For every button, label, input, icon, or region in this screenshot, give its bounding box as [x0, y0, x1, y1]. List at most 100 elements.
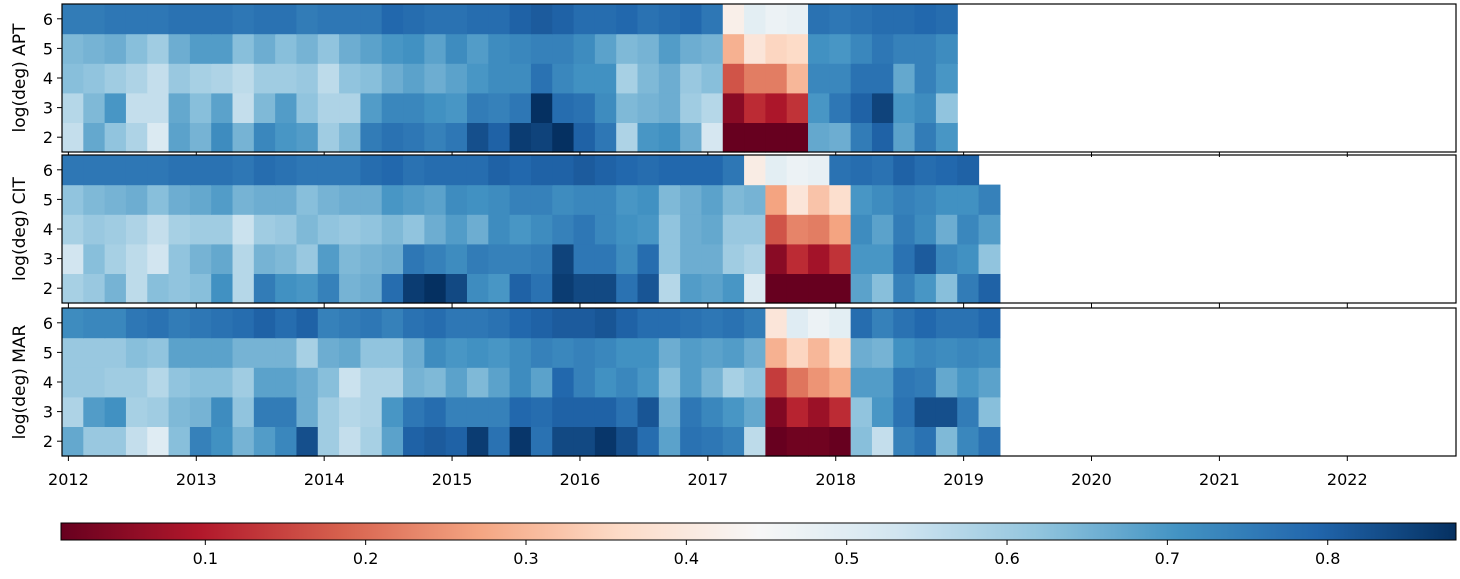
- colorbar-tick-label: 0.2: [353, 549, 378, 568]
- heatmap-cell: [466, 122, 489, 153]
- heatmap-cell: [829, 214, 852, 245]
- heatmap-cell: [189, 426, 212, 457]
- heatmap-cell: [786, 308, 809, 339]
- heatmap-cell: [935, 396, 958, 427]
- heatmap-cell: [253, 273, 276, 304]
- heatmap-cell: [253, 33, 276, 64]
- heatmap-cell: [850, 155, 873, 186]
- heatmap-cell: [381, 243, 404, 274]
- heatmap-cell: [893, 396, 916, 427]
- heatmap-cell: [317, 337, 340, 368]
- heatmap-cell: [893, 214, 916, 245]
- heatmap-cell: [147, 243, 170, 274]
- y-axis-labels: log(deg) APT log(deg) CIT log(deg) MAR: [10, 23, 30, 439]
- heatmap-cell: [488, 426, 511, 457]
- heatmap-cell: [83, 4, 106, 35]
- heatmap-cell: [275, 184, 298, 215]
- heatmap-cell: [339, 184, 361, 215]
- heatmap-panel-mar: 2 3 4 5 6: [43, 307, 1457, 461]
- heatmap-cell: [275, 122, 298, 153]
- heatmap-cell: [424, 122, 447, 153]
- heatmap-cell: [445, 426, 468, 457]
- heatmap-cell: [658, 243, 681, 274]
- heatmap-cell: [594, 337, 617, 368]
- heatmap-cell: [381, 308, 404, 339]
- heatmap-cell: [104, 426, 127, 457]
- heatmap-cell: [850, 337, 873, 368]
- heatmap-cell: [147, 92, 170, 123]
- heatmap-cell: [765, 308, 788, 339]
- heatmap-cell: [62, 33, 84, 64]
- heatmap-cell: [381, 155, 404, 186]
- heatmap-cell: [83, 308, 106, 339]
- heatmap-cell: [744, 33, 766, 64]
- heatmap-cell: [871, 155, 894, 186]
- heatmap-cell: [253, 308, 276, 339]
- heatmap-cell: [637, 63, 660, 94]
- heatmap-cell: [744, 214, 766, 245]
- heatmap-cell: [765, 122, 788, 153]
- heatmap-cell: [62, 308, 84, 339]
- heatmap-cell: [829, 155, 852, 186]
- heatmap-cell: [850, 214, 873, 245]
- heatmap-cell: [637, 122, 660, 153]
- heatmap-cell: [488, 4, 511, 35]
- heatmap-cell: [530, 367, 553, 398]
- heatmap-cell: [211, 426, 234, 457]
- heatmap-cell: [168, 273, 191, 304]
- heatmap-cell: [104, 308, 127, 339]
- heatmap-cell: [253, 243, 276, 274]
- heatmap-cell: [530, 214, 553, 245]
- heatmap-cell: [211, 367, 234, 398]
- heatmap-cell: [403, 367, 425, 398]
- colorbar-tick-label: 0.7: [1155, 549, 1180, 568]
- heatmap-cell: [147, 273, 170, 304]
- heatmap-cell: [871, 33, 894, 64]
- heatmap-cell: [360, 155, 383, 186]
- heatmap-cell: [275, 155, 298, 186]
- heatmap-cell: [211, 122, 234, 153]
- heatmap-cell: [808, 396, 830, 427]
- heatmap-cell: [616, 4, 639, 35]
- heatmap-cell: [104, 396, 127, 427]
- heatmap-cell: [168, 367, 191, 398]
- heatmap-cell: [232, 214, 255, 245]
- heatmap-cell: [786, 273, 809, 304]
- heatmap-cell: [616, 273, 639, 304]
- heatmap-cell: [573, 155, 596, 186]
- heatmap-cell: [829, 243, 852, 274]
- heatmap-cell: [360, 214, 383, 245]
- heatmap-cell: [381, 122, 404, 153]
- heatmap-cell: [296, 92, 319, 123]
- heatmap-cell: [552, 155, 575, 186]
- heatmap-cell: [680, 367, 703, 398]
- heatmap-cell: [957, 396, 980, 427]
- heatmap-cell: [360, 396, 383, 427]
- heatmap-cell: [573, 4, 596, 35]
- heatmap-cell: [658, 92, 681, 123]
- heatmap-cell: [722, 63, 745, 94]
- heatmap-cell: [403, 92, 425, 123]
- heatmap-cell: [466, 426, 489, 457]
- heatmap-cell: [829, 4, 852, 35]
- heatmap-cell: [914, 214, 937, 245]
- heatmap-cell: [914, 367, 937, 398]
- heatmap-cell: [680, 396, 703, 427]
- heatmap-cell: [296, 214, 319, 245]
- heatmap-cell: [722, 33, 745, 64]
- heatmap-cell: [786, 122, 809, 153]
- heatmap-cell: [189, 4, 212, 35]
- heatmap-cell: [147, 4, 170, 35]
- heatmap-cell: [147, 426, 170, 457]
- heatmap-cell: [594, 214, 617, 245]
- heatmap-cell: [403, 155, 425, 186]
- heatmap-cell: [62, 92, 84, 123]
- heatmap-cell: [125, 184, 148, 215]
- heatmap-cell: [275, 273, 298, 304]
- heatmap-cell: [360, 243, 383, 274]
- heatmap-cell: [957, 243, 980, 274]
- heatmap-cell: [189, 396, 212, 427]
- heatmap-cell: [850, 92, 873, 123]
- heatmap-cell: [466, 367, 489, 398]
- heatmap-cell: [594, 243, 617, 274]
